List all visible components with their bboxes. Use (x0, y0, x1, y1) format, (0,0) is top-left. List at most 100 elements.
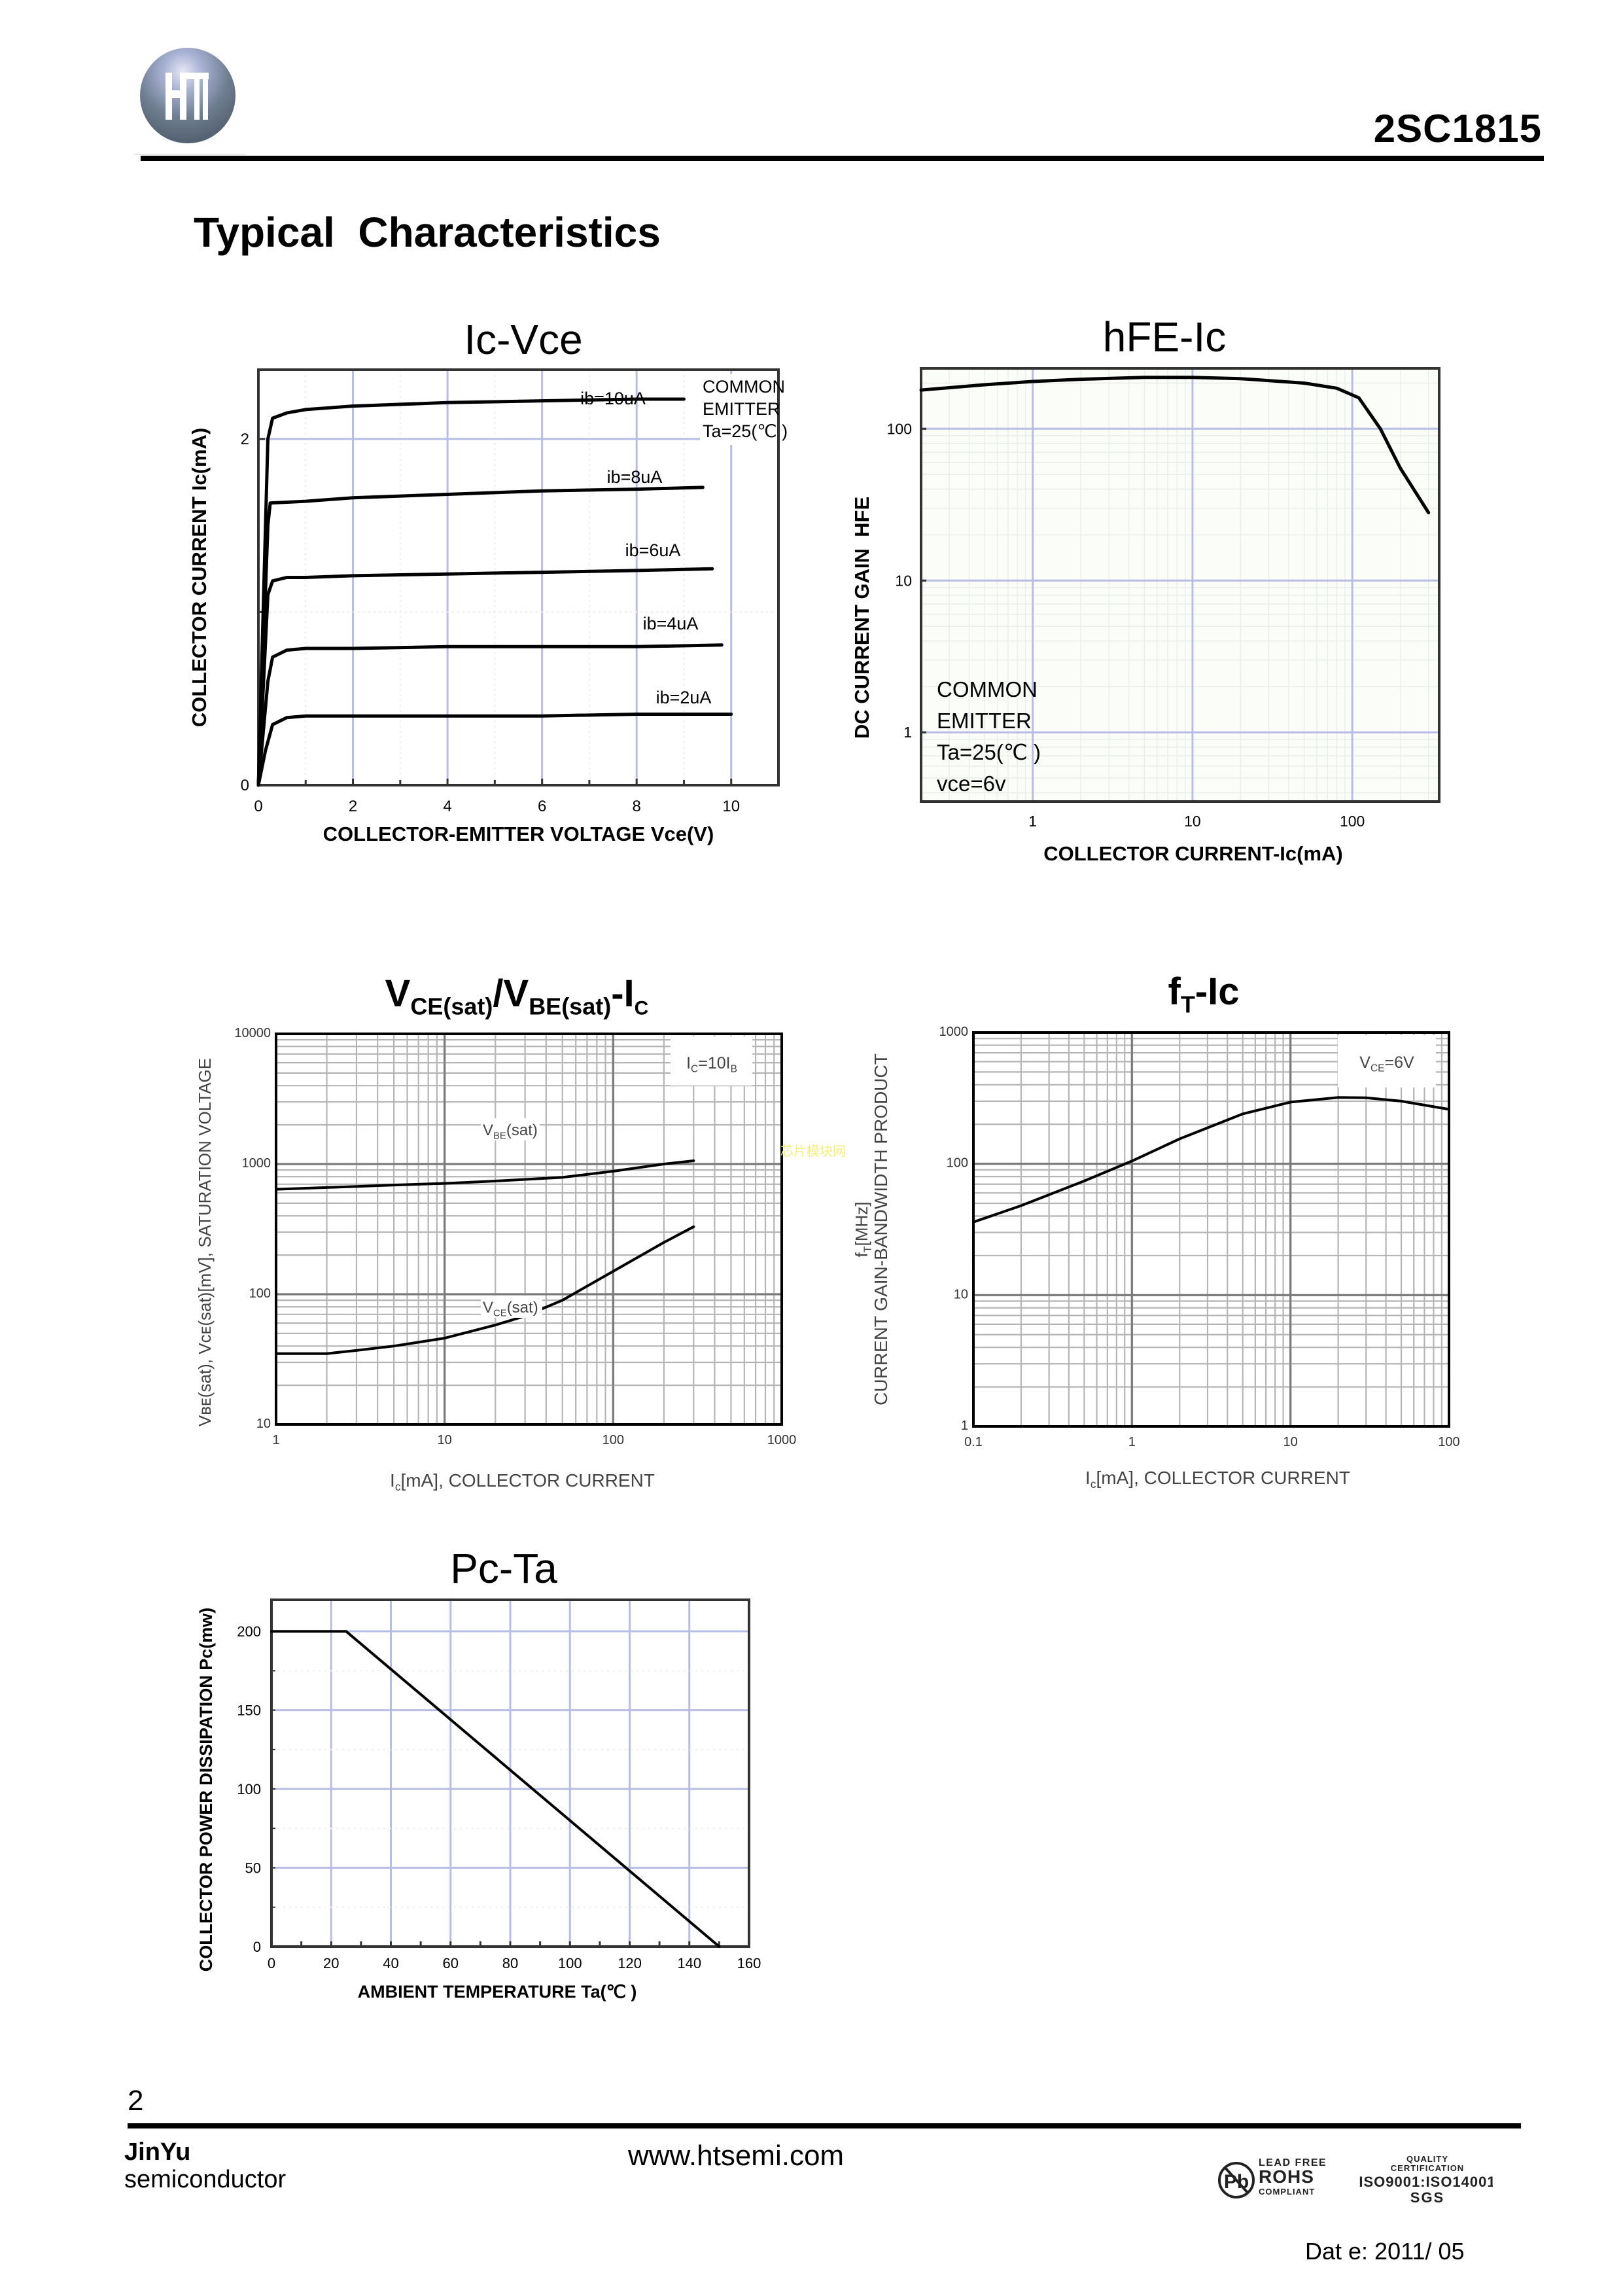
y-tick-label: 1000 (939, 1025, 969, 1039)
y-tick-label: 200 (237, 1623, 261, 1640)
pb-symbol: Pb (1224, 2171, 1249, 2193)
y-tick-label: 10 (954, 1287, 968, 1301)
lead-free-label: LEAD FREE (1259, 2157, 1327, 2168)
x-axis-label-part: [mA], COLLECTOR CURRENT (1096, 1468, 1350, 1488)
y-tick-label: 100 (237, 1781, 261, 1797)
part-number: 2SC1815 (1373, 107, 1542, 150)
y-tick-label: 10 (256, 1417, 271, 1431)
vsat-ic-title: VCE(sat)/VBE(sat)-IC (385, 972, 649, 1020)
plot-background (921, 368, 1439, 802)
annotation-part: C (691, 1064, 698, 1075)
plot-frame (972, 1031, 1450, 1428)
x-tick-label: 1000 (767, 1433, 797, 1447)
x-tick-label: 160 (737, 1955, 761, 1971)
x-tick-label: 6 (538, 798, 546, 815)
y-axis-label-line1-part: f (852, 1252, 871, 1257)
x-axis-label: Ic[mA], COLLECTOR CURRENT (390, 1470, 655, 1493)
x-tick-label: 2 (349, 798, 357, 815)
series-label-part: (sat) (506, 1122, 538, 1139)
x-axis-label-part: I (390, 1470, 395, 1491)
x-tick-label: 120 (618, 1955, 642, 1971)
annotation-line: vce=6v (937, 771, 1006, 796)
y-tick-label: 1 (961, 1419, 968, 1433)
x-tick-label: 100 (1340, 813, 1365, 830)
annotation-part: =10I (698, 1054, 730, 1072)
y-axis-label-line1: fT[MHz] (852, 1202, 874, 1258)
series-line-2 (256, 567, 714, 787)
series-label: VBE(sat) (483, 1122, 538, 1141)
x-tick-label: 40 (383, 1955, 398, 1971)
x-tick-label: 80 (502, 1955, 518, 1971)
y-tick-label: 150 (237, 1703, 261, 1719)
series-line-0 (919, 376, 1431, 514)
ft-ic-title: fT-Ic (1168, 970, 1240, 1018)
plot-frame (920, 367, 1440, 803)
brand-subtitle: semiconductor (124, 2166, 287, 2193)
footer-rule (128, 2123, 1521, 2128)
website-link[interactable]: www.htsemi.com (628, 2140, 845, 2172)
section-title: Typical Characteristics (194, 209, 661, 256)
sgs-label: SGS (1410, 2189, 1444, 2205)
hfe-ic-chart: 1 10 100 1 10 100 COLLECTOR CURRENT-Ic(mA) DC C… (850, 367, 1440, 865)
certification-label: CERTIFICATION (1391, 2163, 1464, 2173)
annotation-line: COMMON (703, 377, 785, 397)
x-axis-label-part: c (1091, 1477, 1096, 1491)
compliant-label: COMPLIANT (1259, 2187, 1315, 2197)
series-line-1 (256, 486, 705, 787)
x-tick-label: 60 (443, 1955, 459, 1971)
x-tick-label: 140 (677, 1955, 701, 1971)
x-tick-label: 0 (254, 798, 262, 815)
y-axis-label: Vʙᴇ(sat), Vᴄᴇ(sat)[mV], SATURATION VOLTA… (195, 1058, 215, 1426)
quality-label: QUALITY (1406, 2154, 1448, 2164)
rohs-label: ROHS (1259, 2166, 1314, 2187)
series-line-0 (275, 1159, 695, 1191)
x-tick-label: 8 (633, 798, 641, 815)
plot-frame (257, 368, 780, 786)
pc-ta-chart: 0 20 40 60 80 100 120 140 160 0 50 100 150 200 AMBIENT… (196, 1598, 761, 2002)
series-label-part: CE (493, 1308, 507, 1318)
series-line-0 (270, 1630, 721, 1948)
x-axis-label: AMBIENT TEMPERATURE Ta(℃ ) (358, 1982, 637, 2002)
series-label-part: V (483, 1122, 493, 1139)
watermark: 芯片模块网 (780, 1143, 846, 1159)
y-tick-label: 2 (241, 431, 249, 448)
series-line-0 (256, 397, 686, 787)
x-tick-label: 100 (602, 1433, 624, 1447)
ft-ic-chart: 0.1 1 10 100 1 10 100 1000 VCE=6V Ic[mA], COLLECT… (852, 1025, 1460, 1491)
y-tick-label: 1 (903, 724, 912, 741)
x-tick-label: 10 (438, 1433, 452, 1447)
ic-vce-chart: 0 2 4 6 8 10 0 2 COLLECTOR-EMITTER VOLTAGE Vce(V… (188, 368, 788, 845)
series-label-part: V (483, 1299, 493, 1316)
certification-badges: Pb LEAD FREE ROHS COMPLIANT QUALITY CERT… (1218, 2154, 1493, 2205)
label-background (481, 1296, 542, 1318)
annotation: VCE=6V (1359, 1053, 1414, 1074)
annotation-background (1338, 1035, 1436, 1087)
footer-brand: JinYu semiconductor (124, 2138, 286, 2193)
annotation-part: B (731, 1064, 737, 1075)
x-tick-label: 1 (1028, 813, 1037, 830)
y-tick-label: 10000 (234, 1026, 271, 1040)
annotation-background (671, 1036, 752, 1086)
annotation-line: Ta=25(℃ ) (703, 421, 788, 441)
x-tick-label: 4 (443, 798, 451, 815)
x-tick-label: 1 (272, 1433, 279, 1447)
series-line-1 (275, 1225, 695, 1355)
series-label-part: BE (493, 1131, 506, 1141)
x-axis-label-part: I (1085, 1468, 1091, 1488)
y-tick-label: 0 (253, 1939, 261, 1955)
pc-ta-title: Pc-Ta (450, 1545, 557, 1592)
y-axis-label: COLLECTOR CURRENT Ic(mA) (188, 428, 211, 728)
series-label-part: (sat) (507, 1299, 538, 1316)
x-axis-label: Ic[mA], COLLECTOR CURRENT (1085, 1468, 1350, 1491)
x-tick-label: 0 (268, 1955, 275, 1971)
series-label: ib=10uA (580, 389, 646, 408)
y-tick-label: 100 (947, 1156, 968, 1171)
x-axis-label-part: c (395, 1480, 401, 1493)
hfe-ic-title: hFE-Ic (1102, 313, 1227, 361)
y-axis-label: COLLECTOR POWER DISSIPATION Pc(mw) (196, 1608, 216, 1972)
series-label: ib=4uA (643, 614, 699, 633)
annotation-part: I (686, 1054, 691, 1072)
x-tick-label: 0.1 (964, 1435, 983, 1449)
y-axis-label-line2: CURRENT GAIN-BANDWIDTH PRODUCT (871, 1053, 891, 1405)
y-tick-label: 50 (245, 1860, 261, 1877)
